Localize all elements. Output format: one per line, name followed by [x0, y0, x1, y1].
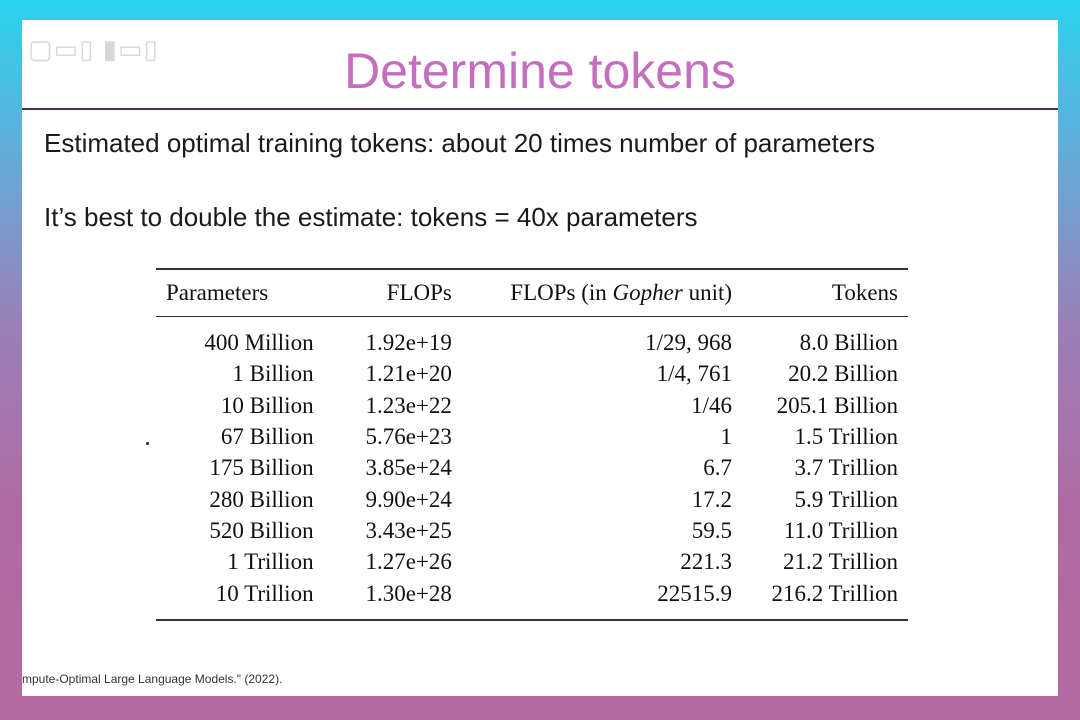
table-row: 10 Trillion 1.30e+28 22515.9 216.2 Trill…: [156, 577, 908, 620]
table-row: 1 Trillion 1.27e+26 221.3 21.2 Trillion: [156, 546, 908, 577]
cell-tokens: 205.1 Billion: [776, 392, 898, 418]
cell-flops: 5.76e+23: [365, 424, 452, 450]
cell-gopher: 1/46: [691, 392, 733, 418]
cell-parameters: 400 Million: [204, 330, 314, 356]
cell-gopher: 221.3: [680, 549, 733, 575]
table-row: 520 Billion 3.43e+25 59.5 11.0 Trillion: [156, 515, 908, 546]
table-header-row: Parameters FLOPs FLOPs (in Gopher unit) …: [156, 269, 908, 317]
header-gopher-prefix: FLOPs (in: [510, 280, 613, 305]
header-flops-gopher: FLOPs (in Gopher unit): [462, 269, 742, 317]
cell-parameters: 67 Billion: [220, 424, 314, 450]
title-divider: [22, 108, 1058, 110]
cell-parameters: 280 Billion: [209, 486, 314, 512]
header-tokens: Tokens: [831, 280, 898, 305]
cell-flops: 1.21e+20: [365, 361, 452, 387]
header-gopher-suffix: unit): [682, 280, 733, 305]
cell-tokens: 20.2 Billion: [788, 361, 898, 387]
cell-flops: 1.23e+22: [365, 392, 452, 418]
cell-gopher: 1/4, 761: [656, 361, 733, 387]
table-row: 280 Billion 9.90e+24 17.2 5.9 Trillion: [156, 483, 908, 514]
cell-gopher: 59.5: [691, 517, 733, 543]
table-row: 10 Billion 1.23e+22 1/46 205.1 Billion: [156, 390, 908, 421]
cell-gopher: 1/29, 968: [645, 330, 733, 356]
slide-title: Determine tokens: [344, 43, 736, 99]
table-row: 1 Billion 1.21e+20 1/4, 761 20.2 Billion: [156, 358, 908, 389]
estimate-text: Estimated optimal training tokens: about…: [44, 128, 875, 158]
cell-tokens: 216.2 Trillion: [771, 580, 898, 606]
table-row: 175 Billion 3.85e+24 6.7 3.7 Trillion: [156, 452, 908, 483]
cell-parameters: 1 Billion: [232, 361, 314, 387]
slide: ▢▭▯ ▮▭▯ Determine tokens Estimated optim…: [22, 20, 1058, 696]
cell-gopher: 17.2: [691, 486, 733, 512]
table-row: 67 Billion 5.76e+23 1 1.5 Trillion: [156, 421, 908, 452]
cell-parameters: 1 Trillion: [227, 549, 314, 575]
cell-tokens: 11.0 Trillion: [783, 517, 898, 543]
cell-flops: 3.85e+24: [365, 455, 452, 481]
table-row: 400 Million 1.92e+19 1/29, 968 8.0 Billi…: [156, 317, 908, 359]
pointer-dot: [146, 442, 149, 445]
header-parameters: Parameters: [166, 280, 269, 305]
header-flops: FLOPs: [386, 280, 452, 305]
cell-flops: 3.43e+25: [365, 517, 452, 543]
citation-footnote: mpute-Optimal Large Language Models." (2…: [22, 672, 283, 686]
cell-flops: 9.90e+24: [365, 486, 452, 512]
cell-gopher: 22515.9: [657, 580, 733, 606]
cell-tokens: 21.2 Trillion: [782, 549, 898, 575]
double-estimate-text: It’s best to double the estimate: tokens…: [44, 202, 698, 232]
cell-flops: 1.27e+26: [365, 549, 452, 575]
cell-parameters: 175 Billion: [209, 455, 314, 481]
cell-flops: 1.92e+19: [365, 330, 452, 356]
cell-parameters: 520 Billion: [209, 517, 314, 543]
cell-parameters: 10 Billion: [220, 392, 314, 418]
watermark-logo: ▢▭▯ ▮▭▯: [28, 34, 159, 64]
cell-gopher: 6.7: [703, 455, 733, 481]
tokens-table: Parameters FLOPs FLOPs (in Gopher unit) …: [156, 268, 908, 621]
cell-parameters: 10 Trillion: [215, 580, 314, 606]
cell-tokens: 1.5 Trillion: [794, 424, 898, 450]
cell-tokens: 5.9 Trillion: [794, 486, 898, 512]
cell-gopher: 1: [720, 424, 733, 450]
cell-tokens: 8.0 Billion: [799, 330, 898, 356]
cell-flops: 1.30e+28: [365, 580, 452, 606]
cell-tokens: 3.7 Trillion: [794, 455, 898, 481]
header-gopher-italic: Gopher: [612, 280, 683, 305]
tokens-table-container: Parameters FLOPs FLOPs (in Gopher unit) …: [156, 268, 908, 621]
